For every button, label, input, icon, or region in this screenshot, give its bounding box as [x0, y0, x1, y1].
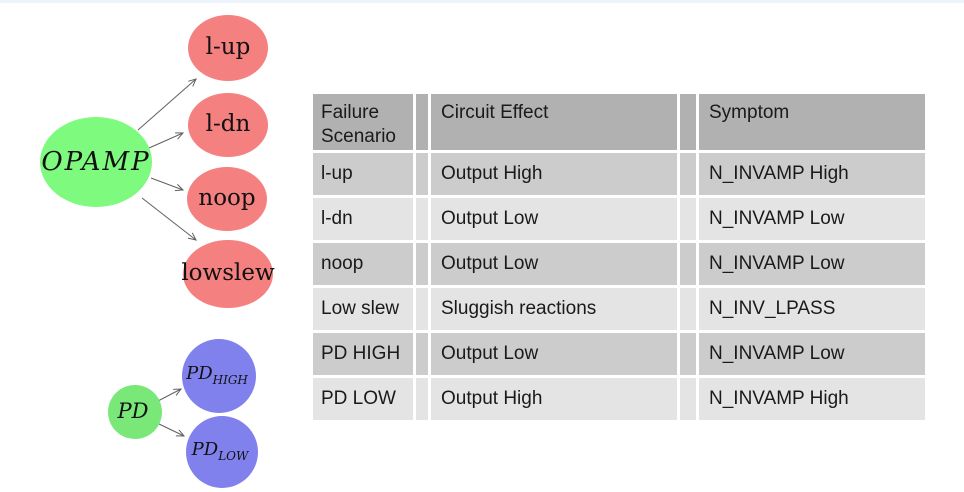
node-pdhigh-label: PDHIGH	[186, 363, 248, 387]
node-ldn-ellipse	[188, 93, 268, 157]
table-spacer-cell	[680, 243, 696, 285]
node-pd-label: PD	[117, 399, 149, 423]
node-lup-ellipse	[188, 15, 268, 81]
node-pdlow-label: PDLOW	[192, 439, 249, 463]
cell-effect: Output High	[431, 378, 677, 420]
edge-pd-low	[156, 422, 184, 436]
table-spacer-cell	[680, 94, 696, 150]
node-ldn-label: l-dn	[205, 111, 251, 137]
table-spacer-cell	[416, 153, 428, 195]
table-spacer-cell	[680, 198, 696, 240]
table-spacer-cell	[416, 288, 428, 330]
edge-opamp-ldn	[148, 133, 183, 149]
node-noop-label: noop	[198, 185, 256, 211]
edge-opamp-lup	[137, 79, 196, 131]
cell-scenario: noop	[313, 243, 413, 285]
cell-effect: Output Low	[431, 243, 677, 285]
table-spacer-cell	[680, 333, 696, 375]
edge-pd-high	[157, 389, 181, 402]
cell-effect: Output High	[431, 153, 677, 195]
cell-scenario: l-up	[313, 153, 413, 195]
pdhigh-main-text: PD	[186, 363, 213, 385]
table-spacer-cell	[680, 288, 696, 330]
cell-effect: Output Low	[431, 198, 677, 240]
table-spacer-cell	[416, 94, 428, 150]
pdlow-main-text: PD	[191, 439, 219, 461]
cell-symptom: N_INVAMP Low	[699, 333, 925, 375]
cell-scenario: Low slew	[313, 288, 413, 330]
header-failure-scenario: Failure Scenario	[313, 94, 413, 150]
header-symptom: Symptom	[699, 94, 925, 150]
header-circuit-effect: Circuit Effect	[431, 94, 677, 150]
node-lup-label: l-up	[205, 34, 251, 60]
cell-symptom: N_INVAMP High	[699, 378, 925, 420]
cell-symptom: N_INVAMP High	[699, 153, 925, 195]
pdlow-sub-text: LOW	[218, 448, 249, 463]
cell-scenario: PD LOW	[313, 378, 413, 420]
cell-effect: Sluggish reactions	[431, 288, 677, 330]
failure-table: Failure Scenario Circuit Effect Symptom …	[313, 94, 925, 420]
cell-scenario: PD HIGH	[313, 333, 413, 375]
fault-tree-diagram	[40, 15, 273, 488]
node-lowslew-label: lowslew	[181, 260, 275, 286]
cell-symptom: N_INV_LPASS	[699, 288, 925, 330]
table-spacer-cell	[680, 378, 696, 420]
cell-scenario: l-dn	[313, 198, 413, 240]
edge-opamp-noop	[150, 177, 183, 190]
edge-opamp-lowslew	[141, 197, 196, 240]
cell-effect: Output Low	[431, 333, 677, 375]
table-spacer-cell	[680, 153, 696, 195]
table-spacer-cell	[416, 378, 428, 420]
table-spacer-cell	[416, 333, 428, 375]
pdhigh-sub-text: HIGH	[212, 372, 248, 387]
table-spacer-cell	[416, 243, 428, 285]
node-pdhigh-circle	[182, 339, 256, 413]
table-spacer-cell	[416, 198, 428, 240]
node-pdlow-circle	[186, 416, 258, 488]
node-opamp-label: OPAMP	[41, 147, 151, 177]
node-opamp-ellipse	[40, 117, 152, 207]
cell-symptom: N_INVAMP Low	[699, 243, 925, 285]
cell-symptom: N_INVAMP Low	[699, 198, 925, 240]
node-lowslew-ellipse	[183, 240, 273, 308]
node-pd-circle	[108, 385, 162, 439]
top-edge-strip	[0, 0, 964, 3]
node-noop-ellipse	[187, 167, 267, 231]
